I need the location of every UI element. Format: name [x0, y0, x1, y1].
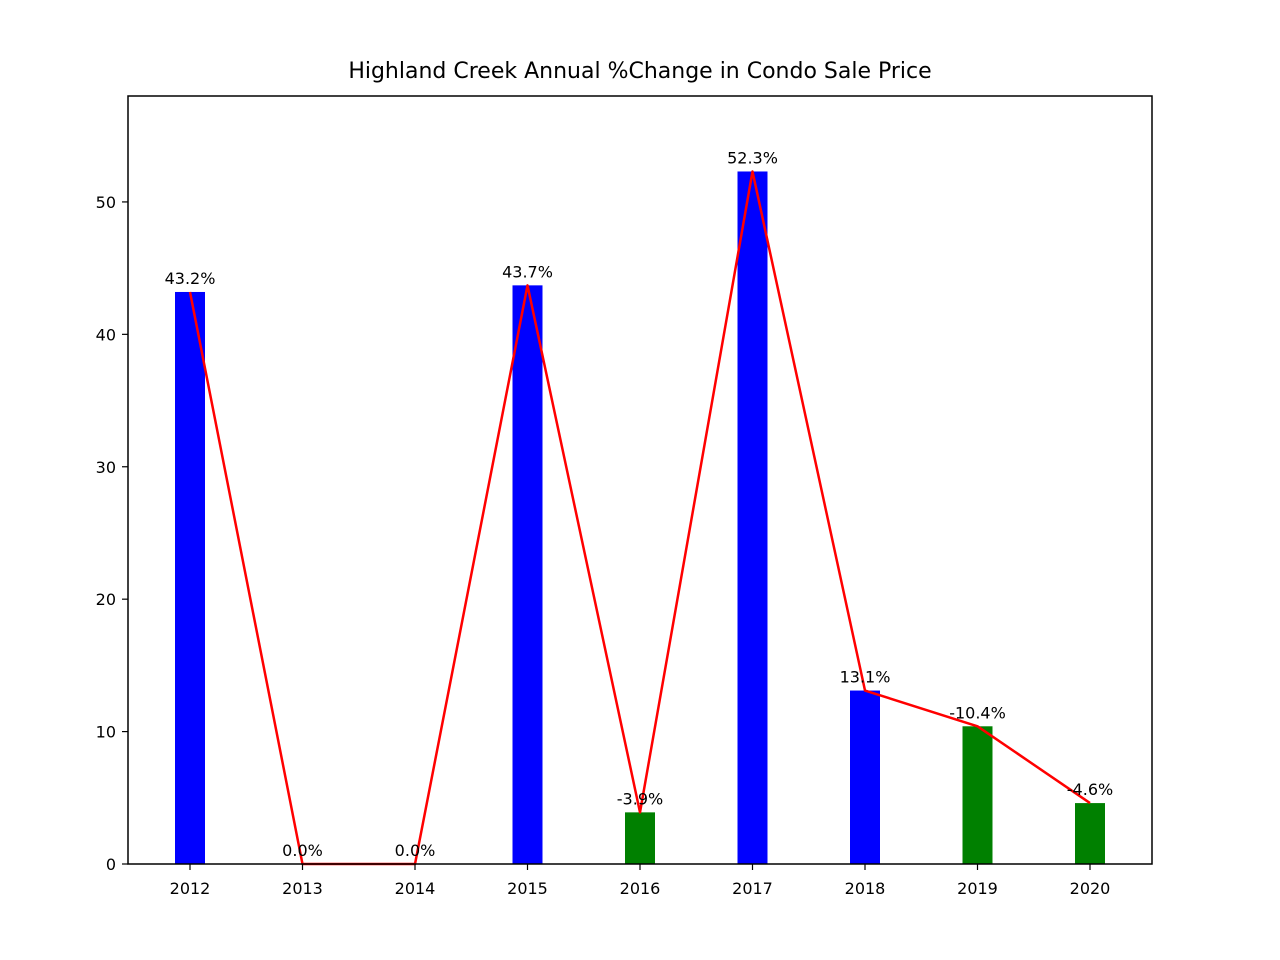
plot-frame: [127, 95, 1153, 865]
x-tick-label-2018: 2018: [845, 879, 886, 898]
data-labels-group: 43.2% 0.0% 0.0% 43.7% -3.9% 52.3% 13.1% -10.4% -…: [165, 148, 1114, 860]
bar-2018: [850, 690, 880, 864]
y-tick-label-50: 50: [96, 193, 116, 212]
data-label-2013: 0.0%: [282, 841, 323, 860]
y-tick-label-10: 10: [96, 723, 116, 742]
data-label-2020: -4.6%: [1067, 780, 1113, 799]
y-tick-label-30: 30: [96, 458, 116, 477]
bar-2020: [1075, 803, 1105, 864]
data-label-2017: 52.3%: [727, 148, 778, 167]
bar-2019: [962, 726, 993, 864]
data-label-2019: -10.4%: [949, 703, 1006, 722]
y-tick-label-20: 20: [96, 590, 116, 609]
bar-2012: [175, 291, 205, 864]
x-tick-label-2014: 2014: [395, 879, 436, 898]
y-axis: 0 10 20 30 40 50: [96, 193, 128, 874]
y-tick-label-0: 0: [106, 855, 116, 874]
data-label-2012: 43.2%: [165, 269, 216, 288]
data-label-2014: 0.0%: [395, 841, 436, 860]
data-label-2015: 43.7%: [502, 262, 553, 281]
x-tick-label-2015: 2015: [507, 879, 548, 898]
x-tick-label-2019: 2019: [957, 879, 998, 898]
x-tick-label-2020: 2020: [1070, 879, 1111, 898]
chart-title: Highland Creek Annual %Change in Condo S…: [348, 59, 931, 84]
trend-line: [188, 170, 1091, 866]
x-tick-label-2016: 2016: [620, 879, 661, 898]
x-tick-label-2013: 2013: [282, 879, 323, 898]
bars-group: [175, 171, 1105, 865]
x-tick-label-2012: 2012: [170, 879, 211, 898]
y-tick-label-40: 40: [96, 325, 116, 344]
x-tick-label-2017: 2017: [732, 879, 773, 898]
trend-line-group: [188, 170, 1091, 866]
x-axis: 2012 2013 2014 2015 2016 2017 2018 2019 2020: [170, 864, 1111, 898]
bar-2016: [625, 812, 655, 864]
data-label-2018: 13.1%: [840, 668, 891, 687]
data-label-2016: -3.9%: [617, 789, 663, 808]
bar-2017: [737, 171, 768, 865]
bar-2015: [512, 285, 543, 865]
